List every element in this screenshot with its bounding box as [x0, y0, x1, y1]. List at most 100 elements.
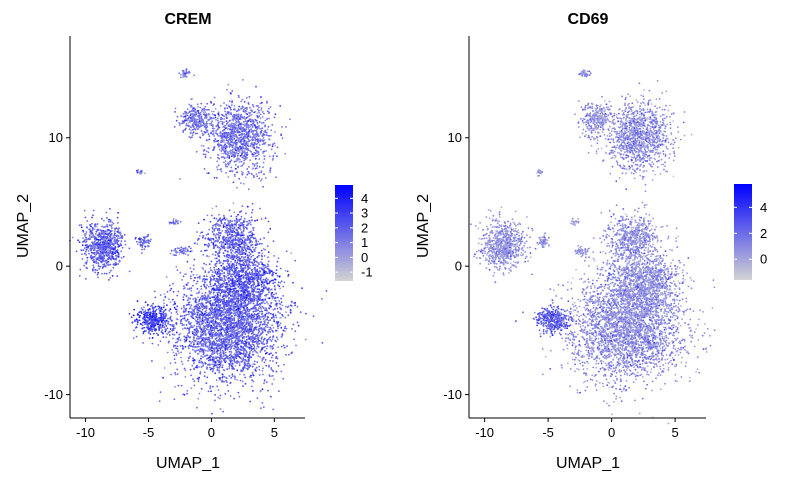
cell-point [107, 251, 110, 254]
cell-point [234, 331, 236, 334]
cell-point [168, 298, 170, 301]
cell-point [277, 321, 279, 324]
cell-point [82, 249, 85, 252]
cell-point [279, 317, 281, 319]
cell-point [261, 252, 264, 255]
cell-point [202, 314, 205, 316]
cell-point [172, 333, 174, 336]
cell-point [216, 315, 218, 318]
cell-point [262, 265, 265, 267]
cell-point [214, 344, 217, 346]
cell-point [230, 337, 233, 340]
cell-point [252, 339, 254, 342]
cell-point [285, 305, 287, 308]
cell-point [213, 296, 216, 299]
cell-point [259, 390, 262, 393]
cell-point [267, 302, 269, 305]
cell-point [187, 359, 190, 362]
cell-point [247, 362, 249, 365]
cell-point [168, 310, 171, 312]
cell-point [279, 322, 282, 325]
cell-point [232, 310, 235, 313]
cell-point [224, 305, 226, 308]
cell-point [247, 358, 250, 361]
cell-point [238, 281, 241, 284]
cell-point [245, 341, 248, 343]
cell-point [191, 326, 194, 329]
cell-point [248, 375, 251, 378]
cell-point [244, 266, 247, 269]
cell-point [266, 318, 269, 321]
cell-point [263, 343, 266, 346]
cell-point [187, 347, 190, 350]
cell-point [168, 334, 171, 336]
cell-point [185, 314, 188, 316]
cell-point [243, 311, 246, 314]
cell-point [180, 307, 183, 310]
cell-point [241, 332, 244, 334]
cell-point [104, 230, 107, 233]
cell-point [253, 286, 256, 289]
cell-point [214, 282, 217, 285]
cell-point [278, 390, 280, 392]
cell-point [225, 285, 227, 288]
cell-point [231, 373, 234, 375]
cell-point [203, 275, 206, 278]
cell-point [261, 331, 264, 334]
cell-point [296, 321, 299, 324]
cell-point [212, 335, 214, 338]
cell-point [209, 292, 211, 295]
cell-point [250, 340, 253, 342]
cell-point [176, 347, 179, 350]
cell-point [204, 281, 206, 284]
cell-point [243, 318, 246, 321]
cell-point [218, 321, 221, 324]
cell-point [263, 382, 265, 385]
cell-point [224, 392, 227, 395]
cell-point [237, 350, 240, 353]
cell-point [209, 267, 212, 269]
cell-point [200, 357, 202, 360]
cell-point [217, 308, 220, 311]
cell-point [203, 307, 206, 310]
cell-point [197, 397, 200, 400]
cell-point [253, 363, 256, 366]
cell-point [192, 360, 195, 362]
cell-point [160, 318, 163, 320]
cell-point [198, 376, 201, 379]
cell-point [253, 288, 256, 291]
cell-point [259, 334, 261, 336]
cell-point [211, 231, 214, 233]
cell-point [85, 246, 88, 249]
cell-point [277, 365, 280, 367]
cell-point [143, 248, 146, 251]
cell-point [270, 302, 273, 305]
cell-point [274, 288, 276, 291]
cell-point [89, 238, 91, 241]
cell-point [228, 291, 230, 294]
cell-point [195, 339, 197, 342]
cell-point [254, 264, 257, 266]
cell-point [205, 301, 208, 304]
cell-point [122, 255, 125, 258]
cell-point [202, 325, 205, 327]
cell-point [241, 290, 244, 293]
cell-point [219, 408, 222, 410]
cell-point [163, 367, 166, 369]
cell-point [272, 326, 275, 329]
cell-point [172, 351, 175, 354]
cell-point [275, 300, 277, 302]
cell-point [291, 327, 293, 330]
cell-point [240, 352, 242, 355]
cell-point [253, 282, 256, 284]
cell-point [240, 302, 243, 305]
cell-point [246, 259, 249, 262]
cell-point [141, 243, 144, 246]
cell-point [252, 229, 255, 232]
cell-point [240, 283, 242, 286]
cell-point [128, 270, 131, 273]
cell-point [198, 321, 200, 324]
cell-point [183, 335, 186, 338]
cell-point [208, 337, 211, 340]
cell-point [227, 320, 229, 323]
